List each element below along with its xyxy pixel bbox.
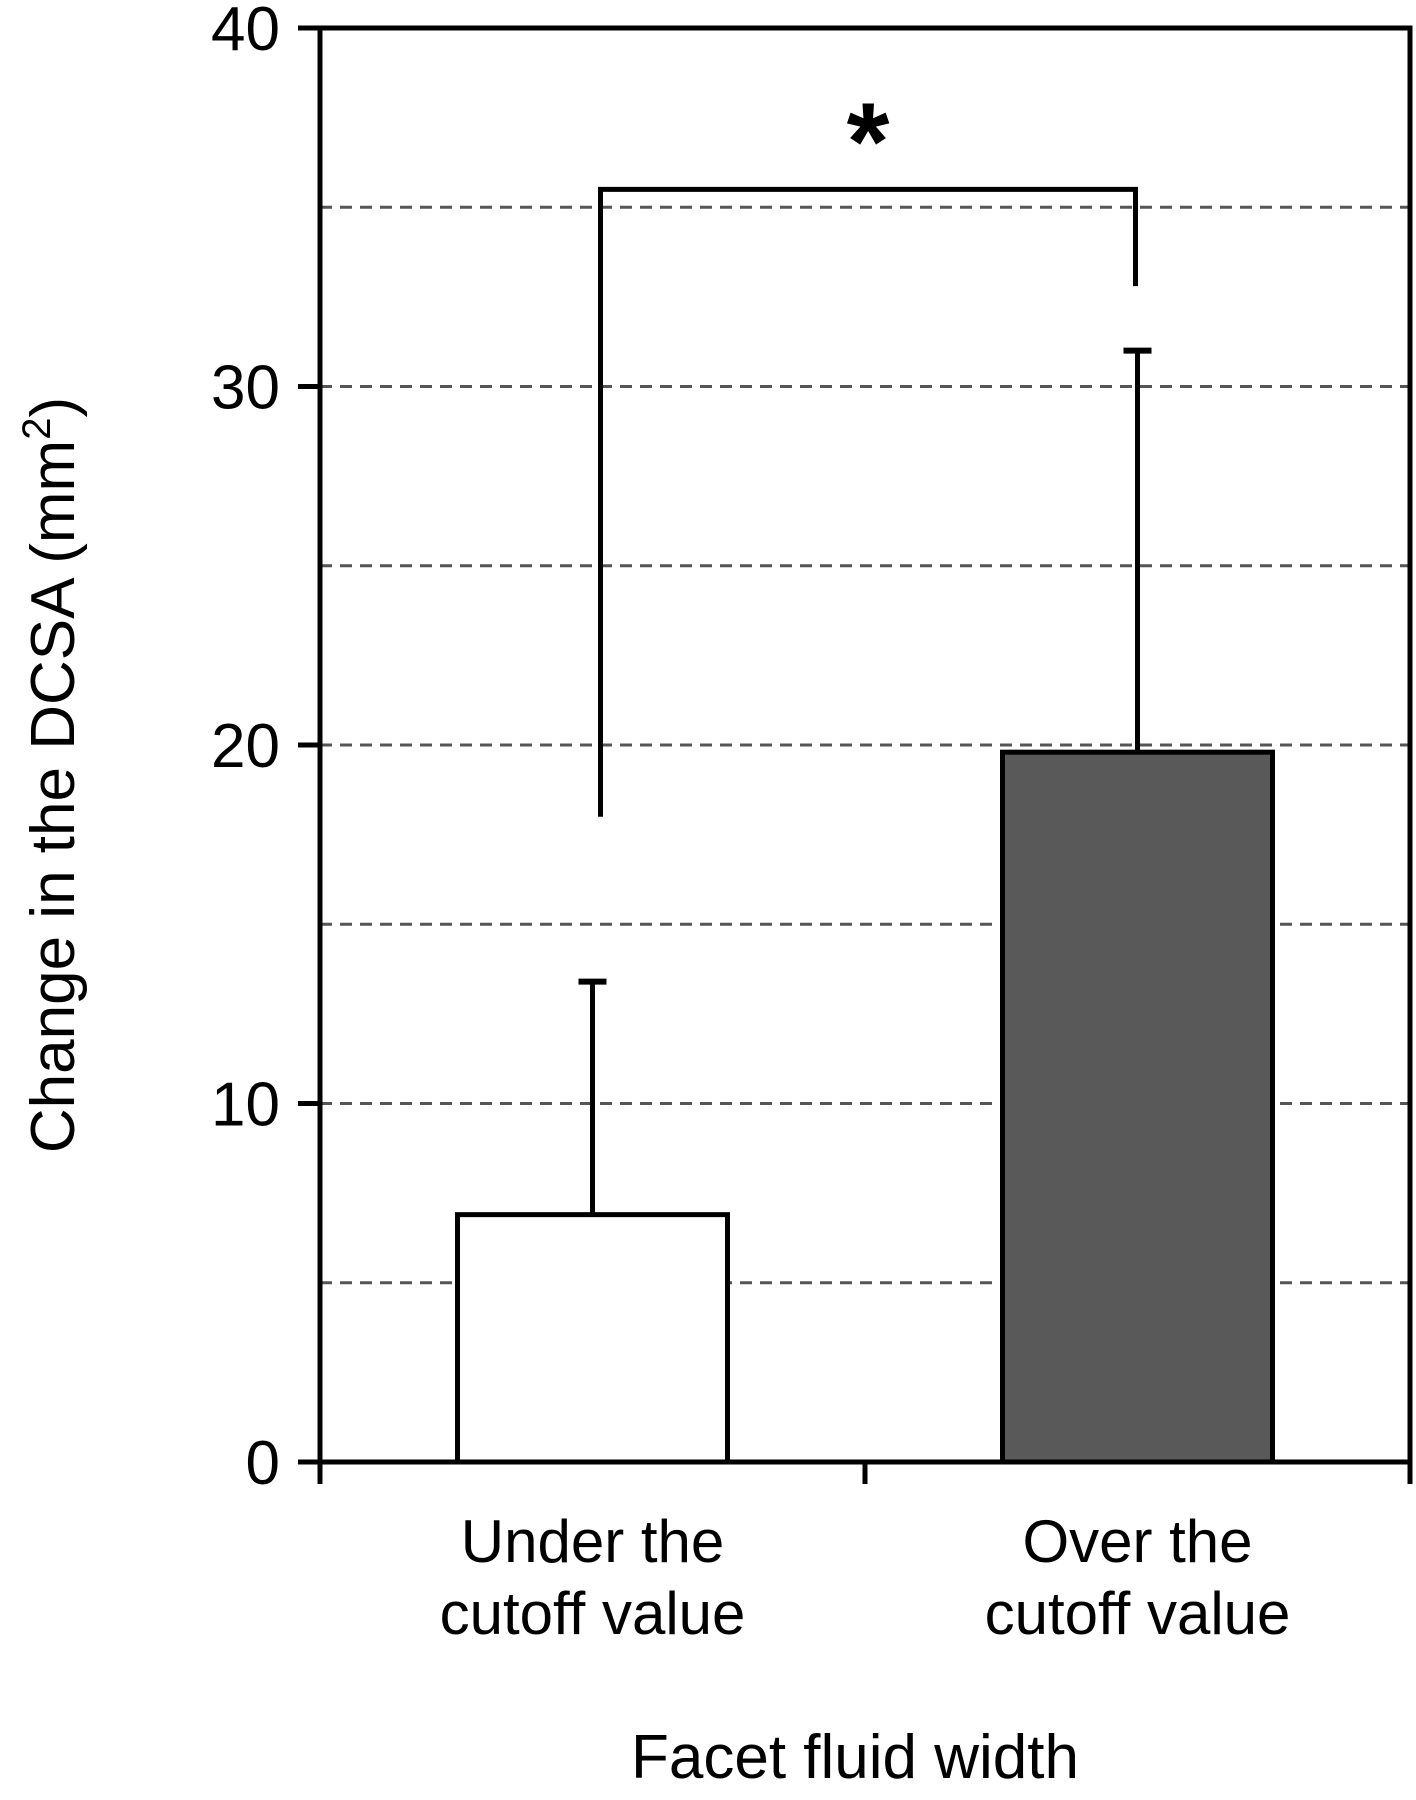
gridlines <box>320 205 1410 1285</box>
y-tick-label: 40 <box>211 0 280 64</box>
bars <box>455 347 1275 1465</box>
bar <box>1000 749 1275 1465</box>
y-tick-label: 20 <box>211 712 280 781</box>
y-tick-label: 30 <box>211 354 280 423</box>
significance-annotation: * <box>598 80 1138 817</box>
x-category-label: Over the cutoff value <box>985 1508 1291 1647</box>
y-tick-label: 0 <box>246 1429 280 1498</box>
bar <box>455 1212 730 1465</box>
labels: 0 10 20 30 40 Under the cutoff value Over the cu… <box>15 0 1290 1792</box>
y-axis-title: Change in the DCSA (mm2) <box>15 397 88 1153</box>
x-axis-title: Facet fluid width <box>631 1723 1079 1792</box>
significance-bracket <box>598 186 1138 817</box>
y-tick-label: 10 <box>211 1071 280 1140</box>
significance-star: * <box>847 80 890 203</box>
axes <box>298 25 1413 1484</box>
x-category-label: Under the cutoff value <box>440 1508 746 1647</box>
